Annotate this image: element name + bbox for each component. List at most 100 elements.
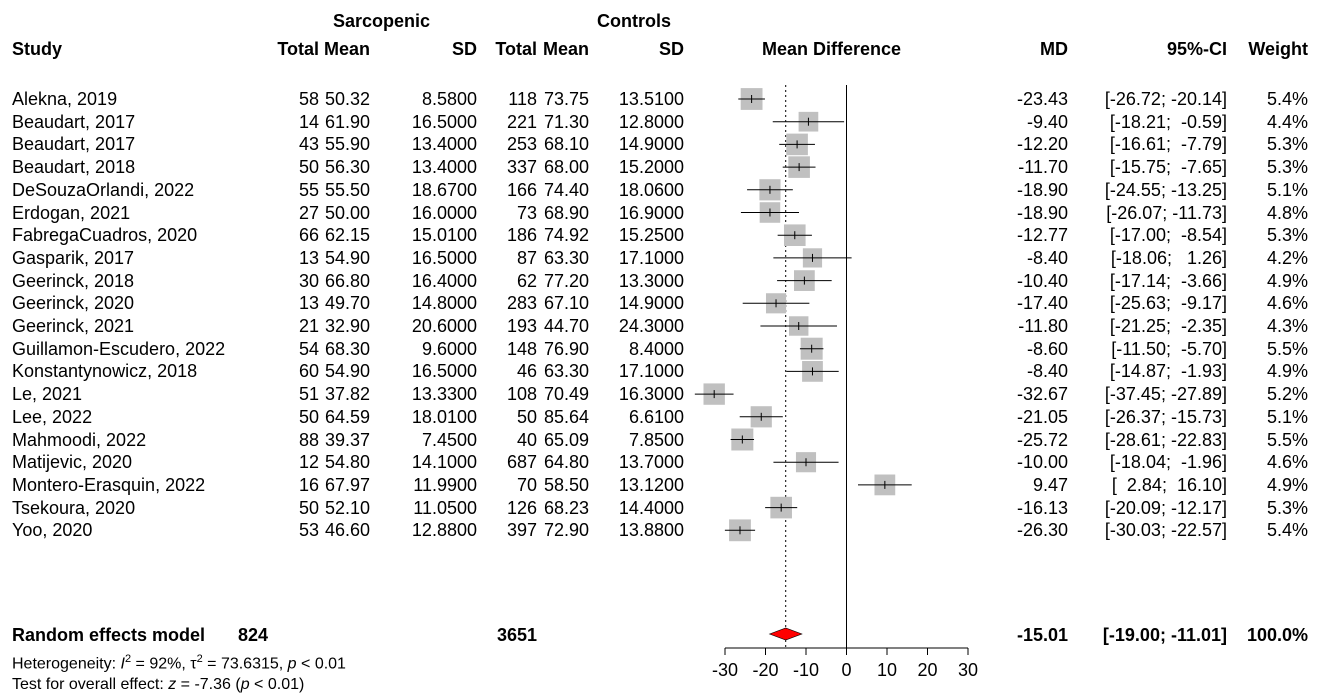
study-mean-controls: 71.30: [543, 111, 589, 132]
study-md: -8.40: [1026, 361, 1068, 382]
study-sd-sarcopenic: 16.5000: [411, 361, 477, 382]
heterogeneity-text: Heterogeneity: I2 = 92%, τ2 = 73.6315, p…: [12, 654, 346, 672]
study-sd-controls: 16.9000: [618, 202, 684, 223]
study-weight: 5.3%: [1266, 497, 1308, 518]
study-mean-sarcopenic: 54.90: [324, 361, 370, 382]
study-name: Le, 2021: [12, 384, 83, 405]
study-mean-sarcopenic: 64.59: [324, 406, 370, 427]
study-total-sarcopenic: 53: [298, 520, 319, 541]
study-total-sarcopenic: 30: [298, 270, 319, 291]
study-ci: [-17.14; -3.66]: [1109, 270, 1227, 291]
study-mean-controls: 72.90: [543, 520, 589, 541]
study-ci: [-30.03; -22.57]: [1104, 520, 1227, 541]
study-mean-controls: 85.64: [543, 406, 589, 427]
study-mean-controls: 74.92: [543, 225, 589, 246]
study-md: -18.90: [1016, 179, 1068, 200]
study-md: -11.70: [1018, 157, 1068, 178]
study-weight: 5.5%: [1266, 338, 1308, 359]
study-sd-sarcopenic: 13.4000: [411, 157, 477, 178]
study-name: Alekna, 2019: [12, 89, 118, 109]
x-tick-label: -20: [752, 660, 778, 680]
study-total-controls: 186: [506, 225, 537, 246]
study-name: Beaudart, 2017: [12, 134, 136, 155]
study-sd-controls: 17.1000: [618, 247, 684, 268]
study-ci: [ 2.84; 16.10]: [1111, 474, 1227, 495]
study-mean-sarcopenic: 55.50: [324, 179, 370, 200]
study-total-sarcopenic: 13: [298, 293, 319, 314]
study-md: -16.13: [1016, 497, 1068, 518]
study-weight: 4.6%: [1266, 452, 1308, 473]
study-mean-sarcopenic: 37.82: [324, 384, 370, 405]
study-total-sarcopenic: 88: [298, 429, 319, 450]
study-name: Geerinck, 2020: [12, 293, 135, 314]
study-weight: 5.1%: [1266, 406, 1308, 427]
summary-weight: 100.0%: [1246, 625, 1308, 645]
study-total-sarcopenic: 14: [298, 111, 319, 132]
study-mean-sarcopenic: 66.80: [324, 270, 370, 291]
study-total-sarcopenic: 51: [298, 384, 319, 405]
study-mean-controls: 68.23: [543, 497, 589, 518]
study-total-sarcopenic: 27: [298, 202, 319, 223]
i2-value: = 92%,: [131, 655, 191, 673]
study-mean-sarcopenic: 68.30: [324, 338, 370, 359]
header-mean-sarcopenic: Mean: [323, 39, 370, 59]
header-sd-controls: SD: [658, 39, 684, 59]
study-sd-sarcopenic: 9.6000: [421, 338, 477, 359]
study-md: -11.80: [1018, 316, 1068, 336]
tau-exponent: 2: [196, 653, 203, 665]
study-total-controls: 118: [508, 89, 537, 109]
study-sd-sarcopenic: 14.1000: [411, 452, 477, 473]
study-ci: [-18.21; -0.59]: [1109, 111, 1227, 132]
study-name: Tsekoura, 2020: [12, 497, 136, 518]
study-ci: [-28.61; -22.83]: [1104, 429, 1227, 450]
study-name: Erdogan, 2021: [12, 202, 131, 223]
header-ci: 95%-CI: [1166, 39, 1227, 59]
study-weight: 4.9%: [1266, 361, 1308, 382]
study-total-sarcopenic: 54: [298, 338, 319, 359]
study-md: -18.90: [1016, 202, 1068, 223]
study-sd-sarcopenic: 16.5000: [411, 247, 477, 268]
study-sd-controls: 15.2500: [618, 225, 684, 246]
study-sd-controls: 12.8000: [618, 111, 684, 132]
study-total-controls: 283: [506, 293, 537, 314]
overall-p-value: < 0.01): [249, 676, 305, 693]
overall-prefix: Test for overall effect:: [12, 676, 169, 693]
x-tick-label: 0: [841, 660, 851, 680]
study-mean-controls: 74.40: [543, 179, 589, 200]
study-ci: [-18.04; -1.96]: [1109, 452, 1227, 473]
study-sd-sarcopenic: 16.4000: [411, 270, 477, 291]
study-md: -23.43: [1016, 89, 1068, 109]
study-ci: [-14.87; -1.93]: [1109, 361, 1227, 382]
study-mean-sarcopenic: 50.00: [324, 202, 370, 223]
study-total-sarcopenic: 16: [298, 474, 319, 495]
header-study: Study: [12, 39, 63, 59]
study-sd-controls: 7.8500: [628, 429, 684, 450]
study-md: -21.05: [1016, 406, 1068, 427]
study-sd-sarcopenic: 16.0000: [411, 202, 477, 223]
study-name: Geerinck, 2018: [12, 270, 135, 291]
study-sd-controls: 24.3000: [618, 316, 684, 336]
study-mean-controls: 68.00: [543, 157, 589, 178]
header-total-controls: Total: [495, 39, 537, 59]
study-sd-sarcopenic: 14.8000: [411, 293, 477, 314]
study-weight: 4.4%: [1266, 111, 1308, 132]
study-mean-controls: 63.30: [543, 361, 589, 382]
study-weight: 4.9%: [1266, 474, 1308, 495]
study-ci: [-26.37; -15.73]: [1104, 406, 1227, 427]
study-sd-sarcopenic: 13.4000: [411, 134, 477, 155]
study-total-controls: 148: [506, 338, 537, 359]
study-sd-controls: 14.4000: [618, 497, 684, 518]
study-mean-sarcopenic: 54.80: [324, 452, 370, 473]
study-name: Konstantynowicz, 2018: [12, 361, 198, 382]
study-md: -10.00: [1016, 452, 1068, 473]
study-mean-sarcopenic: 52.10: [324, 497, 370, 518]
study-total-controls: 687: [506, 452, 537, 473]
study-name: Yoo, 2020: [12, 520, 93, 541]
study-total-sarcopenic: 43: [298, 134, 319, 155]
study-name: Mahmoodi, 2022: [12, 429, 147, 450]
study-total-controls: 62: [516, 270, 537, 291]
study-name: Lee, 2022: [12, 406, 93, 427]
study-weight: 4.8%: [1266, 202, 1308, 223]
study-total-controls: 337: [506, 157, 537, 178]
study-weight: 5.4%: [1266, 89, 1308, 109]
